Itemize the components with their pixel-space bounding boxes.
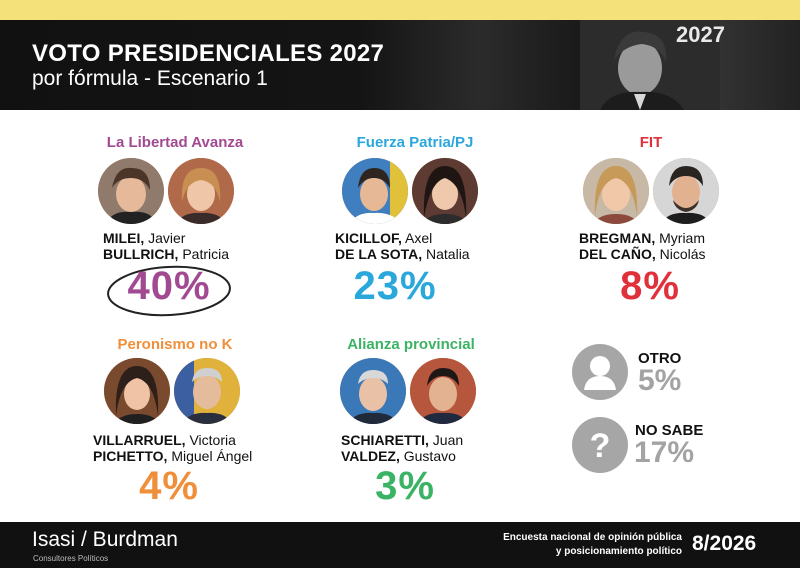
candidate-photo xyxy=(410,358,476,424)
candidate-given-name: Victoria xyxy=(189,432,236,448)
candidate-names: BREGMAN, Myriam DEL CAÑO, Nicolás xyxy=(579,230,706,262)
candidate-photos xyxy=(104,358,240,424)
candidate-given-name: Patricia xyxy=(182,246,230,262)
question-icon: ? xyxy=(572,417,628,473)
candidate-photo xyxy=(583,158,649,224)
candidate-surname: SCHIARETTI, xyxy=(341,432,429,448)
candidate-given-name: Axel xyxy=(405,230,433,246)
candidate-given-name: Miguel Ángel xyxy=(171,448,253,464)
candidate-photo xyxy=(98,158,164,224)
candidate-photos xyxy=(342,158,478,224)
candidate-photo xyxy=(653,158,719,224)
highlight-ellipse xyxy=(107,265,231,317)
candidate-photo xyxy=(174,358,240,424)
candidate-given-name: Natalia xyxy=(426,246,470,262)
survey-date: 8/2026 xyxy=(692,532,757,555)
candidate-photo xyxy=(342,158,408,224)
page-title: VOTO PRESIDENCIALES 2027 xyxy=(32,40,385,67)
candidate-given-name: Nicolás xyxy=(659,246,706,262)
candidate-names: VILLARRUEL, Victoria PICHETTO, Miguel Án… xyxy=(93,432,252,464)
candidate-photos xyxy=(583,158,719,224)
vote-percentage: 8% xyxy=(620,264,680,308)
candidate-photo xyxy=(168,158,234,224)
svg-text:?: ? xyxy=(590,427,611,465)
candidate-names: KICILLOF, Axel DE LA SOTA, Natalia xyxy=(335,230,470,262)
no-sabe-percentage: 17% xyxy=(634,436,695,469)
candidate-given-name: Myriam xyxy=(659,230,706,246)
vote-percentage: 40% xyxy=(127,264,211,308)
person-icon xyxy=(572,344,628,400)
candidate-surname: PICHETTO, xyxy=(93,448,168,464)
party-name: Fuerza Patria/PJ xyxy=(356,134,474,151)
other-label: OTRO xyxy=(638,350,682,367)
no-sabe-label: NO SABE xyxy=(635,422,704,439)
candidate-photo xyxy=(412,158,478,224)
candidate-surname: VILLARRUEL, xyxy=(93,432,186,448)
formula-card: La Libertad Avanza xyxy=(80,128,270,318)
candidate-given-name: Juan xyxy=(432,432,464,448)
candidate-names: MILEI, Javier BULLRICH, Patricia xyxy=(103,230,229,262)
header-year-overlay: 2027 xyxy=(676,22,725,47)
header-banner: VOTO PRESIDENCIALES 2027 por fórmula - E… xyxy=(0,20,800,110)
vote-percentage: 4% xyxy=(139,464,199,508)
candidate-surname: DE LA SOTA, xyxy=(335,246,423,262)
candidate-surname: BREGMAN, xyxy=(579,230,656,246)
survey-description: Encuesta nacional de opinión pública y p… xyxy=(503,531,682,559)
party-name: La Libertad Avanza xyxy=(106,134,244,151)
page-subtitle: por fórmula - Escenario 1 xyxy=(32,67,268,90)
vote-percentage: 3% xyxy=(375,464,435,508)
candidate-given-name: Javier xyxy=(148,230,186,246)
candidate-given-name: Gustavo xyxy=(403,448,456,464)
vote-percentage: 23% xyxy=(353,264,437,308)
other-percentage: 5% xyxy=(638,364,682,397)
candidate-photo xyxy=(104,358,170,424)
candidate-surname: KICILLOF, xyxy=(335,230,402,246)
party-name: FIT xyxy=(639,134,663,151)
candidate-surname: VALDEZ, xyxy=(341,448,400,464)
survey-line: Encuesta nacional de opinión pública xyxy=(503,532,682,543)
brand-subtitle: Consultores Políticos xyxy=(33,554,109,563)
brand-logo-text: Isasi / Burdman xyxy=(32,528,178,551)
candidate-names: SCHIARETTI, Juan VALDEZ, Gustavo xyxy=(341,432,463,464)
survey-line: y posicionamiento político xyxy=(555,546,682,557)
candidate-photo xyxy=(340,358,406,424)
header-candidate-photo xyxy=(580,20,720,110)
top-accent-stripe xyxy=(0,0,800,20)
candidate-photos xyxy=(340,358,476,424)
footer-bar: Isasi / Burdman Consultores Políticos En… xyxy=(0,522,800,568)
party-name: Alianza provincial xyxy=(347,336,475,353)
candidate-surname: DEL CAÑO, xyxy=(579,246,656,262)
party-name: Peronismo no K xyxy=(117,336,233,353)
candidate-surname: MILEI, xyxy=(103,230,145,246)
candidate-photos xyxy=(98,158,234,224)
candidate-surname: BULLRICH, xyxy=(103,246,179,262)
